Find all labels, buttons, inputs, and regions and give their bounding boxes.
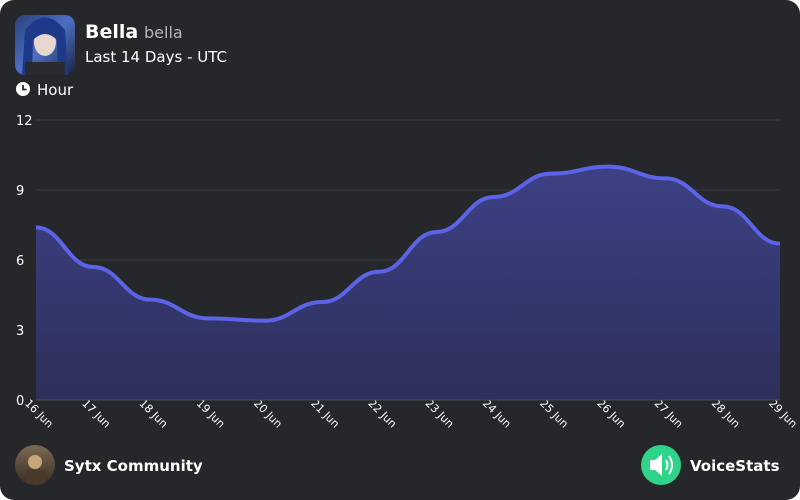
brand-name: VoiceStats	[690, 457, 780, 475]
line	[35, 164, 781, 323]
y-tick-label: 6	[16, 254, 24, 269]
y-tick-label: 3	[16, 324, 24, 339]
clock-icon	[16, 82, 30, 96]
y-tick-label: 12	[16, 114, 33, 129]
y-tick-label: 0	[16, 394, 24, 409]
y-axis-label: Hour	[37, 81, 74, 99]
subtitle: Last 14 Days - UTC	[85, 48, 227, 66]
brand-icon	[641, 445, 681, 485]
avatar	[15, 15, 75, 75]
user-name: Bella	[85, 21, 138, 43]
community-avatar	[15, 445, 55, 485]
community-name: Sytx Community	[64, 457, 203, 475]
y-tick-label: 9	[16, 184, 24, 199]
area	[36, 166, 780, 400]
username: bella	[144, 23, 183, 42]
